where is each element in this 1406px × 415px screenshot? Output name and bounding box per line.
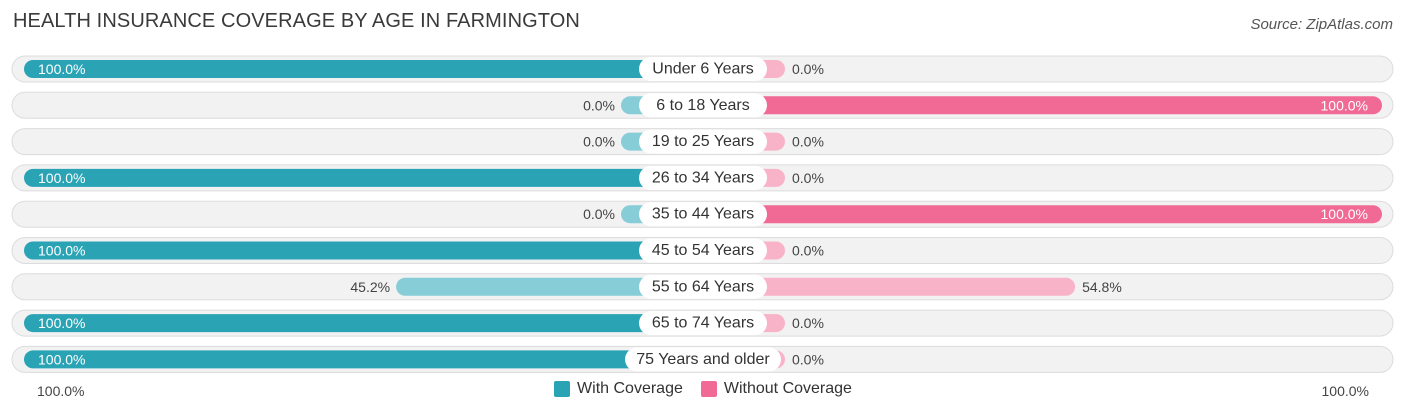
bar-with-coverage[interactable] [24, 60, 703, 78]
bar-with-coverage[interactable] [24, 314, 703, 333]
legend-item-with-coverage[interactable]: With Coverage [554, 380, 683, 398]
category-pill [639, 129, 767, 154]
legend-swatch-with-coverage [554, 381, 571, 397]
category-label: 45 to 54 Years [652, 242, 754, 259]
value-label-with-coverage: 100.0% [38, 315, 85, 331]
category-pill [639, 202, 767, 227]
value-label-with-coverage: 100.0% [38, 243, 85, 259]
value-label-with-coverage: 45.2% [350, 279, 390, 295]
bar-with-coverage[interactable] [24, 241, 703, 260]
value-label-without-coverage: 0.0% [792, 170, 824, 186]
category-label: Under 6 Years [652, 61, 753, 78]
bar-with-coverage[interactable] [396, 277, 703, 296]
category-label: 26 to 34 Years [652, 169, 754, 186]
legend-swatch-without-coverage [700, 381, 717, 397]
value-label-with-coverage: 100.0% [38, 170, 85, 186]
category-pill [639, 274, 767, 299]
value-label-without-coverage: 0.0% [792, 61, 824, 77]
category-label: 35 to 44 Years [652, 206, 754, 223]
source-label: Source: ZipAtlas.com [1250, 16, 1393, 33]
category-label: 75 Years and older [636, 351, 770, 368]
axis-right-label: 100.0% [1321, 383, 1369, 399]
category-pill [639, 57, 767, 81]
category-pill [625, 347, 781, 372]
category-label: 6 to 18 Years [656, 97, 749, 114]
value-label-without-coverage: 0.0% [792, 243, 824, 259]
value-label-without-coverage: 0.0% [792, 134, 824, 150]
chart-title: HEALTH INSURANCE COVERAGE BY AGE IN FARM… [13, 10, 580, 32]
value-label-with-coverage: 100.0% [38, 61, 85, 77]
bar-with-coverage[interactable] [24, 350, 703, 369]
category-pill [639, 93, 767, 118]
category-label: 19 to 25 Years [652, 133, 754, 150]
bar-with-coverage[interactable] [24, 168, 703, 187]
category-pill [639, 238, 767, 263]
bar-without-coverage[interactable] [703, 277, 1076, 296]
value-label-with-coverage: 0.0% [583, 206, 615, 222]
bar-without-coverage[interactable] [703, 205, 1382, 224]
legend: With Coverage Without Coverage [0, 380, 1406, 398]
category-label: 55 to 64 Years [652, 278, 754, 295]
axis-left-label: 100.0% [37, 383, 85, 399]
value-label-with-coverage: 0.0% [583, 134, 615, 150]
bar-without-coverage[interactable] [703, 96, 1382, 115]
value-label-without-coverage: 100.0% [1321, 206, 1368, 222]
value-label-without-coverage: 100.0% [1321, 97, 1368, 113]
value-label-with-coverage: 0.0% [583, 97, 615, 113]
value-label-without-coverage: 0.0% [792, 351, 824, 367]
legend-item-without-coverage[interactable]: Without Coverage [700, 380, 852, 398]
value-label-without-coverage: 54.8% [1082, 279, 1122, 295]
category-pill [639, 311, 767, 336]
category-pill [639, 165, 767, 190]
category-label: 65 to 74 Years [652, 315, 754, 332]
value-label-without-coverage: 0.0% [792, 315, 824, 331]
value-label-with-coverage: 100.0% [38, 351, 85, 367]
legend-label-without-coverage: Without Coverage [723, 380, 852, 397]
legend-label-with-coverage: With Coverage [577, 380, 683, 397]
